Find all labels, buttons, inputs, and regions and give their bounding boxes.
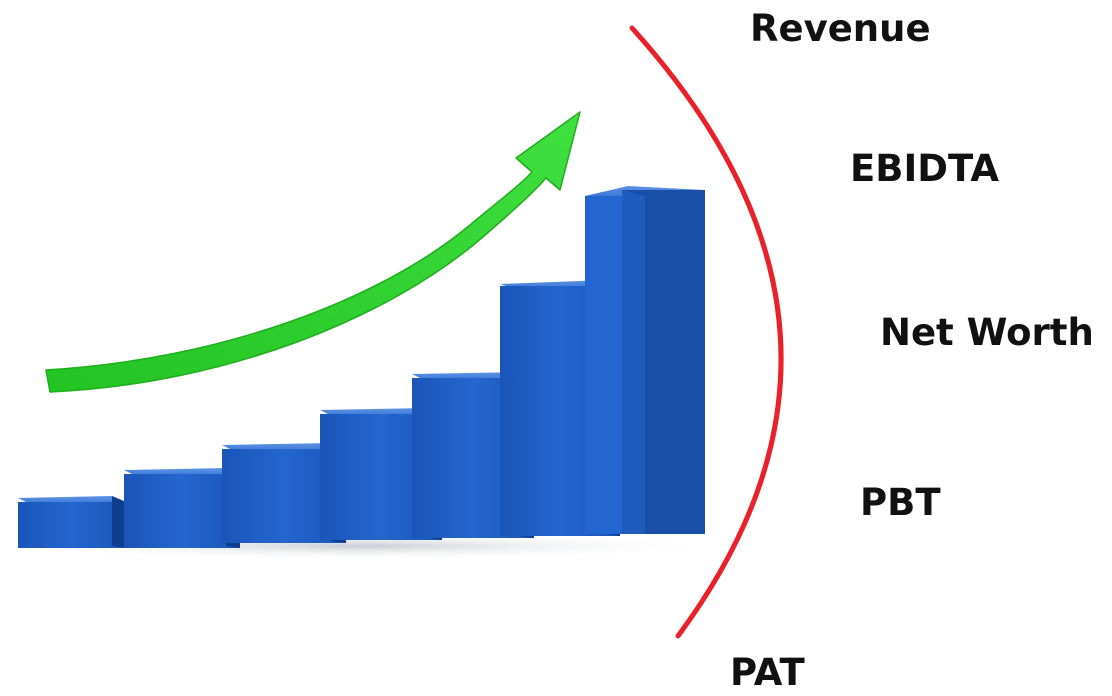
bar-1 bbox=[18, 496, 126, 548]
growth-arrow bbox=[45, 111, 581, 393]
bar-7 bbox=[585, 186, 705, 534]
metric-label-pbt: PBT bbox=[860, 481, 941, 524]
metric-label-net-worth: Net Worth bbox=[880, 311, 1094, 354]
metric-label-revenue: Revenue bbox=[750, 7, 931, 50]
metric-label-ebidta: EBIDTA bbox=[850, 147, 999, 190]
red-arc bbox=[629, 25, 784, 639]
metric-label-pat: PAT bbox=[730, 651, 805, 694]
bar-chart-graphic bbox=[18, 186, 705, 548]
